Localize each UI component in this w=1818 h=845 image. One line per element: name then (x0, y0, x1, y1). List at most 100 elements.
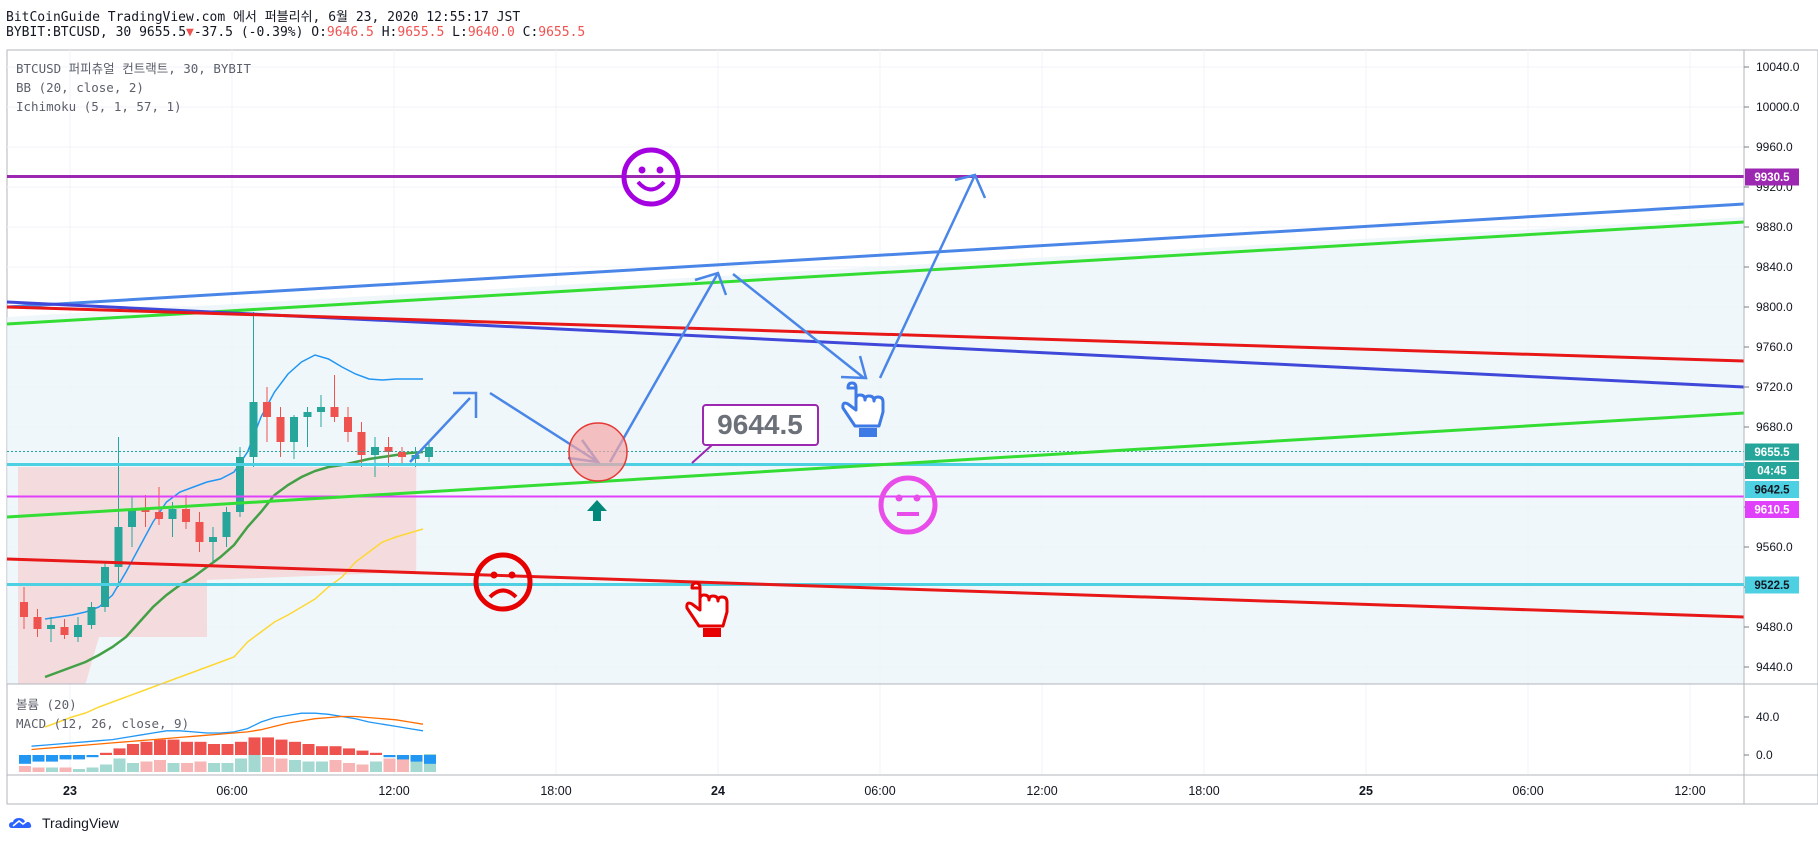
y-tick-label: 9800.0 (1756, 300, 1793, 314)
candle-body (20, 602, 28, 617)
y-tick-label: 9480.0 (1756, 620, 1793, 634)
candle-body (195, 522, 204, 542)
sad-face-icon-mouth (488, 588, 518, 599)
volume-bar (410, 758, 423, 772)
macd-line (31, 712, 424, 747)
close-label: C: (522, 25, 539, 40)
price-tag-bg (1745, 501, 1799, 518)
candle-body (128, 509, 136, 527)
annotation-text: 9644.5 (717, 409, 803, 440)
cloud-area (18, 467, 417, 684)
candle-body (33, 617, 42, 629)
volume-bar (154, 760, 166, 772)
macd-histogram-bar (140, 741, 153, 755)
forecast-arrowhead-3 (694, 271, 728, 296)
volume-bar (86, 767, 99, 772)
macd-histogram-bar (194, 741, 207, 755)
candle-body (141, 509, 150, 512)
candle-body (209, 537, 217, 542)
price-tag-label: 04:45 (1757, 466, 1787, 478)
forecast-arrow-4 (732, 273, 865, 379)
macd-histogram-bar (383, 755, 396, 758)
x-tick-label: 12:00 (1026, 784, 1057, 798)
neutral-face-icon (878, 475, 938, 535)
annotation-pointer (691, 444, 713, 464)
high-label: H: (381, 25, 398, 40)
candle-body (263, 402, 271, 417)
red-resistance-line (6, 305, 1745, 363)
candle-body (290, 417, 298, 442)
x-tick-label: 24 (711, 784, 725, 798)
candle-body (276, 417, 285, 442)
macd-histogram-bar (127, 744, 139, 755)
macd-histogram-bar (59, 755, 72, 760)
candle-body (168, 509, 177, 519)
red-pointing-hand-icon-cuff (703, 628, 721, 637)
trend-channel-fill (7, 217, 1744, 684)
highlight-circle (568, 422, 628, 482)
red-pointing-hand-icon (685, 581, 729, 637)
forecast-arrowhead-1 (453, 391, 478, 418)
happy-face-icon-outline (621, 147, 681, 207)
macd-histogram-bar (46, 755, 58, 762)
price-tag-bg (1745, 443, 1799, 461)
close-value: 9655.5 (538, 25, 586, 40)
price-tag-bg (1745, 462, 1799, 479)
macd-histogram-bar (248, 737, 261, 755)
x-tick-label: 12:00 (1674, 784, 1705, 798)
y-tick-label: 9960.0 (1756, 140, 1793, 154)
macd-histogram-bar (302, 744, 315, 755)
volume-bar (397, 757, 409, 772)
macd-histogram-bar (370, 752, 382, 755)
channel-area (7, 217, 1744, 684)
drawings[interactable]: 9644.5 (6, 147, 1745, 637)
macd-histogram-bar (343, 748, 355, 755)
red-support-line (6, 557, 1745, 619)
volume-bar (248, 754, 261, 772)
macd-histogram-bar (167, 739, 180, 755)
y-tick-label: 9720.0 (1756, 380, 1793, 394)
macd-histogram-bar (356, 750, 369, 755)
macd-histogram-bar (329, 746, 342, 755)
volume-bar (194, 761, 207, 772)
tradingview-cloud-icon (9, 818, 32, 828)
candle-body (249, 402, 258, 457)
volume-bar (221, 763, 234, 772)
time-axis[interactable]: 23 06:00 12:00 18:00 24 06:00 12:00 18:00 25 06:0… (7, 774, 1818, 805)
symbol-legend: BTCUSD 퍼피츄얼 컨트랙트, 30, BYBIT (16, 61, 251, 76)
price-tag-label: 9522.5 (1754, 580, 1790, 592)
volume-bar (32, 767, 45, 772)
neutral-face-icon-eye-right (913, 494, 921, 502)
volume-bar (208, 763, 220, 772)
brand-name: TradingView (42, 815, 120, 831)
price-tags: 9930.5 9655.5 04:45 9642.5 9610.5 9522.5 (1745, 168, 1799, 594)
volume-bar (235, 758, 247, 772)
price-axis[interactable]: 10040.010000.09960.09920.09880.09840.098… (1743, 50, 1800, 804)
price-tag-bg (1745, 576, 1799, 594)
tradingview-logo[interactable]: TradingView (8, 815, 119, 831)
volume-bar (316, 761, 328, 772)
volume-bar (289, 760, 301, 772)
low-label: L: (452, 25, 468, 40)
sad-face-icon-eye-right (508, 571, 516, 579)
ichimoku-legend: Ichimoku (5, 1, 57, 1) (16, 99, 182, 114)
volume-bar (73, 769, 85, 772)
candle-body (357, 432, 366, 455)
blue-pointing-hand-icon-cuff (859, 428, 877, 437)
macd-histogram-bar (100, 752, 112, 755)
volume-bar (100, 764, 112, 772)
x-tick-label: 18:00 (540, 784, 571, 798)
price-tag-label: 9642.5 (1754, 485, 1790, 497)
macd-histogram-bar (19, 755, 31, 764)
macd-histogram-bar (221, 744, 234, 755)
happy-face-icon-eye-right (656, 166, 664, 174)
happy-face-icon (621, 147, 681, 207)
macd-histogram-bar (262, 737, 274, 755)
candle-body (60, 627, 69, 635)
blue-pointing-hand-icon (841, 381, 885, 437)
up-arrow-marker (587, 500, 607, 521)
forecast-arrow-5 (878, 174, 977, 379)
candle-body (74, 625, 82, 637)
x-tick-label: 06:00 (216, 784, 247, 798)
